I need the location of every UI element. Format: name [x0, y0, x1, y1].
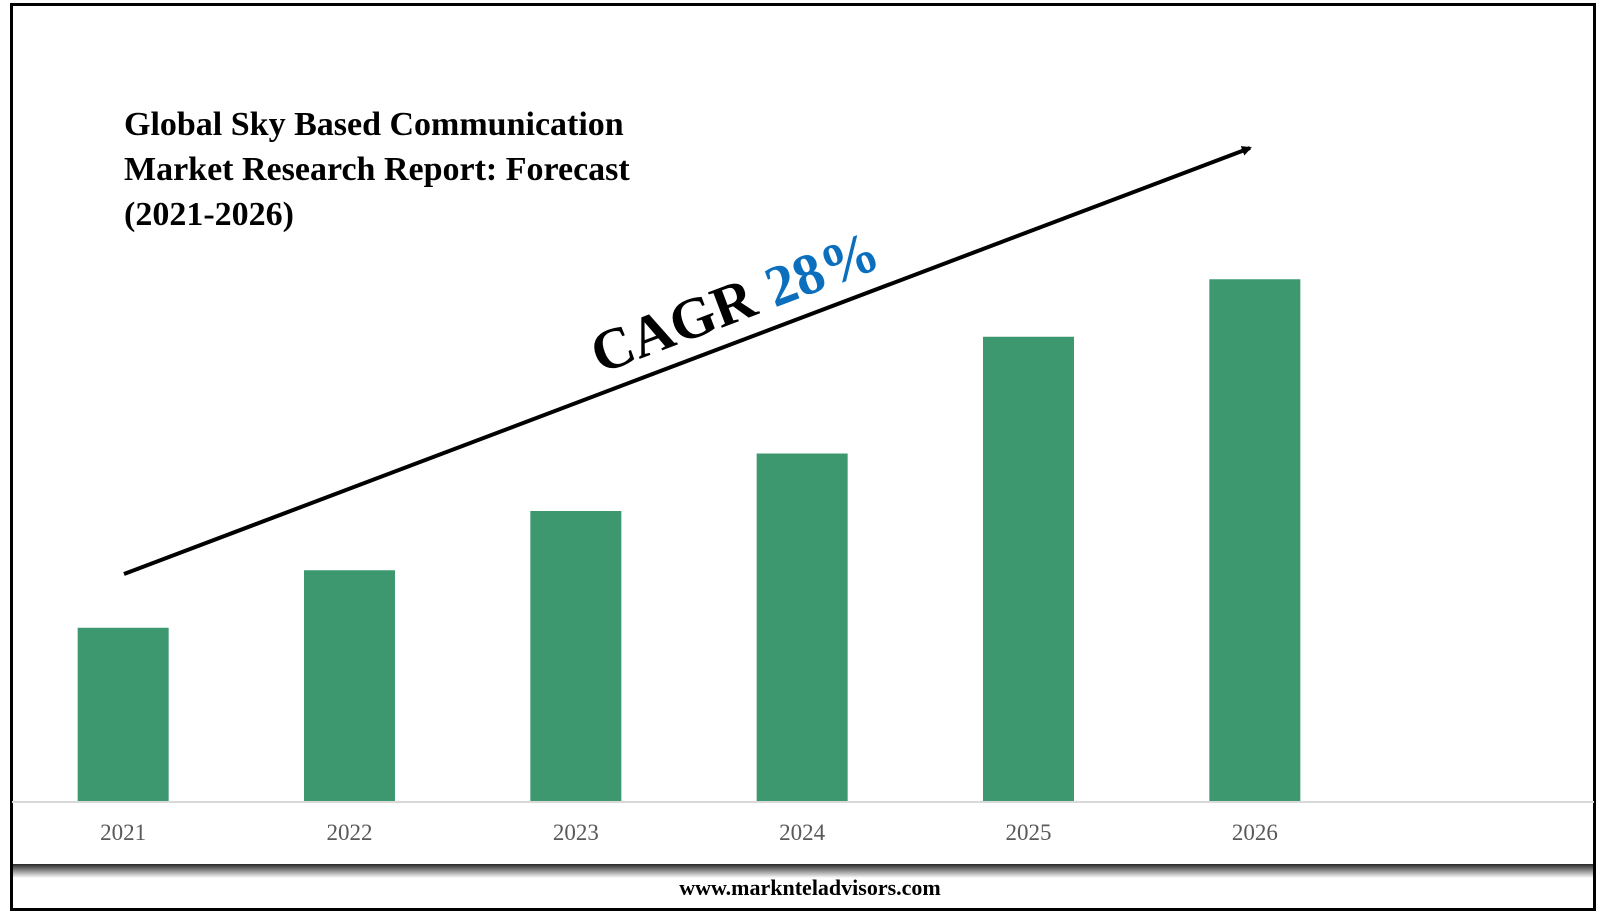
x-tick-label-2023: 2023 [553, 820, 599, 845]
bar-2022 [304, 570, 395, 802]
bar-2025 [983, 336, 1074, 802]
x-tick-label-2022: 2022 [327, 820, 373, 845]
chart-frame [10, 3, 1596, 911]
cagr-value: 28% [756, 218, 888, 320]
footer-divider-shadow [12, 864, 1594, 878]
x-tick-label-2025: 2025 [1006, 820, 1052, 845]
chart-title: Global Sky Based Communication Market Re… [124, 106, 630, 233]
trend-arrow [123, 146, 1252, 576]
bar-2023 [530, 511, 622, 802]
bar-2021 [77, 627, 169, 802]
x-axis-ticks: 2021 2022 2023 2024 2025 2026 [100, 820, 1278, 845]
bar-series [77, 279, 1301, 802]
x-tick-label-2024: 2024 [779, 820, 826, 845]
title-line-2: Market Research Report: Forecast [124, 151, 630, 188]
bar-2026 [1209, 279, 1301, 802]
x-tick-label-2026: 2026 [1232, 820, 1278, 845]
footer-url: www.marknteladvisors.com [679, 875, 941, 900]
title-line-1: Global Sky Based Communication [124, 106, 624, 143]
title-line-3: (2021-2026) [124, 196, 294, 233]
x-tick-label-2021: 2021 [100, 820, 146, 845]
bar-2024 [756, 453, 848, 802]
